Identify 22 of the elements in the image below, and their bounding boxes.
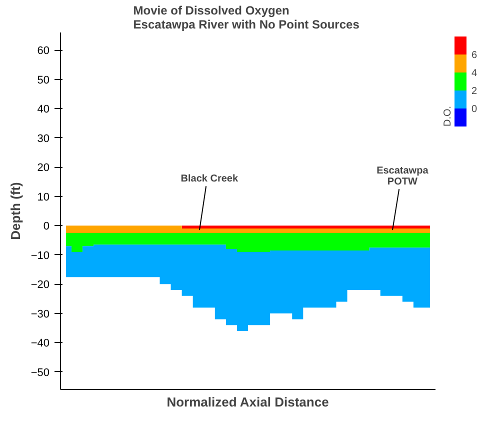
color-bar-title: D.O.	[442, 106, 454, 126]
color-bar-label: 6	[472, 50, 478, 61]
color-bar-label: 2	[472, 86, 478, 97]
chart-title: Movie of Dissolved Oxygen Escatawpa River with No Point Sources	[133, 4, 360, 32]
y-tick-label: 30	[37, 132, 50, 145]
y-tick-label: −50	[30, 366, 50, 379]
y-tick-label: −30	[30, 308, 50, 320]
color-bar-label: 4	[472, 68, 478, 79]
color-bar-label: 0	[472, 104, 478, 115]
y-tick-label: 40	[37, 104, 50, 116]
y-axis-title: Depth (ft)	[8, 182, 23, 240]
y-tick-label: 20	[37, 162, 50, 174]
y-tick-label: 60	[37, 45, 50, 58]
annotation: Escatawpa POTW	[376, 165, 429, 188]
annotation: Black Creek	[180, 174, 238, 185]
y-tick-label: 50	[37, 74, 50, 86]
y-tick-label: −40	[30, 338, 50, 350]
y-tick-label: −20	[30, 279, 50, 292]
x-axis-title: Normalized Axial Distance	[166, 394, 329, 410]
y-tick-label: 0	[43, 220, 50, 233]
y-tick-label: −10	[30, 250, 50, 262]
y-tick-label: 10	[37, 191, 50, 204]
